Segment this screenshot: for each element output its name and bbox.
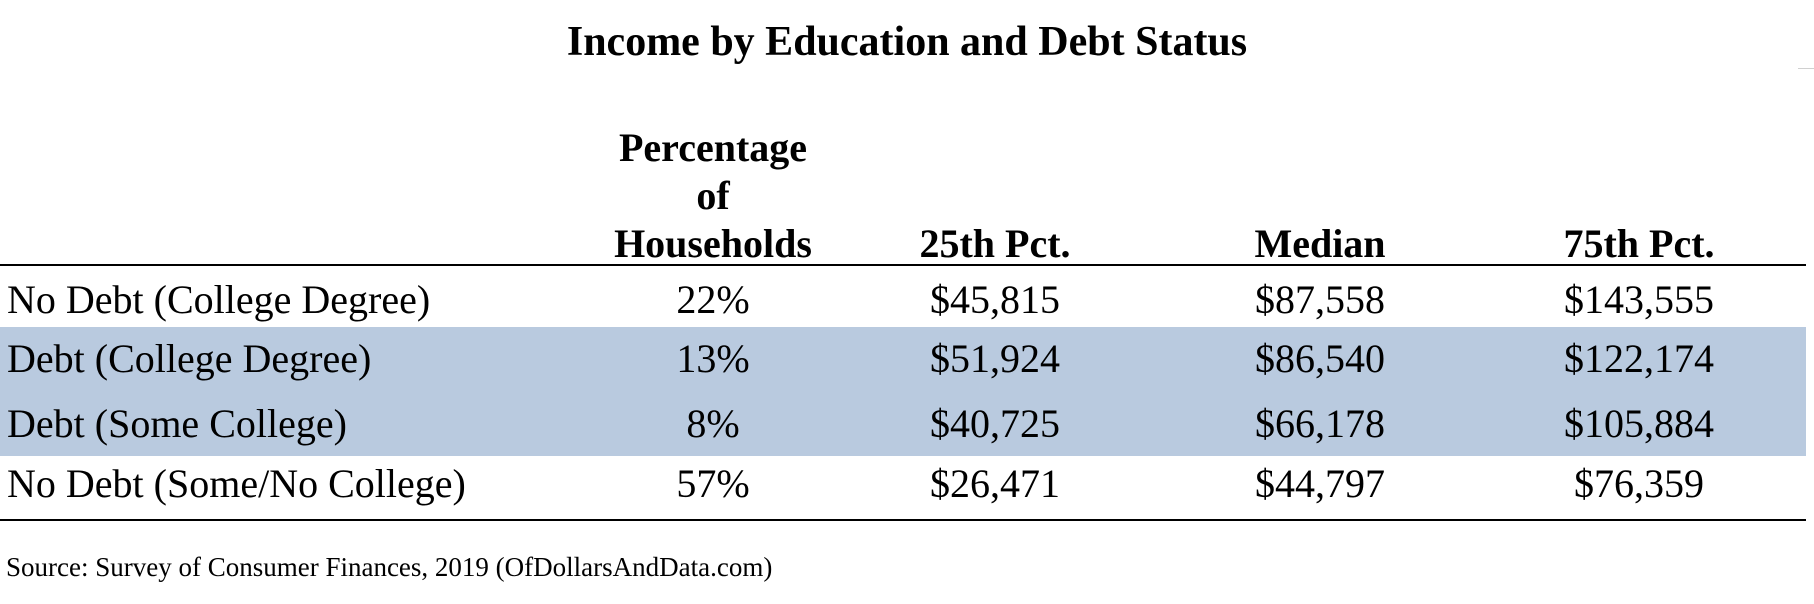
table-cell: $66,178: [1255, 401, 1385, 446]
table-cell: $26,471: [930, 461, 1060, 506]
table-cell: $51,924: [930, 336, 1060, 381]
table-cell: 22%: [676, 277, 750, 322]
table-cell: $40,725: [930, 401, 1060, 446]
column-header-25th-pct: 25th Pct.: [880, 118, 1110, 268]
header-rule: [0, 264, 1806, 266]
source-note: Source: Survey of Consumer Finances, 201…: [6, 552, 773, 582]
table-cell: 13%: [676, 336, 750, 381]
row-label: No Debt (Some/No College): [7, 461, 466, 506]
column-header-line: of: [696, 173, 730, 218]
table-cell: $122,174: [1564, 336, 1714, 381]
column-header-line: Percentage: [618, 125, 808, 170]
table-cell: $87,558: [1255, 277, 1385, 322]
bottom-rule: [0, 519, 1806, 521]
table-row: No Debt (College Degree) 22% $45,815 $87,55…: [0, 272, 1806, 328]
row-label: No Debt (College Degree): [7, 277, 431, 322]
column-header-text: 25th Pct.: [919, 221, 1071, 266]
column-header-median: Median: [1205, 118, 1435, 268]
table-cell: $143,555: [1564, 277, 1714, 322]
row-label: Debt (Some College): [7, 401, 347, 446]
table-cell: 57%: [676, 461, 750, 506]
chart-title: Income by Education and Debt Status: [566, 19, 1248, 65]
table-row: Debt (Some College) 8% $40,725 $66,178 $105,…: [0, 391, 1806, 456]
table-row: Debt (College Degree) 13% $51,924 $86,540 $1…: [0, 327, 1806, 391]
column-header-percentage-of-households: Percentage of Households: [588, 118, 838, 268]
column-header-text: 75th Pct.: [1563, 221, 1715, 266]
table-cell: $76,359: [1574, 461, 1704, 506]
column-header-text: Percentage of Households: [614, 124, 812, 268]
table-cell: $105,884: [1564, 401, 1714, 446]
table-cell: $45,815: [930, 277, 1060, 322]
column-header-line: Households: [614, 221, 812, 266]
column-header-text: Median: [1254, 221, 1386, 266]
column-header-75th-pct: 75th Pct.: [1524, 118, 1754, 268]
table-row: No Debt (Some/No College) 57% $26,471 $44,7…: [0, 456, 1806, 512]
table-cell: $44,797: [1255, 461, 1385, 506]
table-cell: $86,540: [1255, 336, 1385, 381]
row-label: Debt (College Degree): [7, 336, 372, 381]
edge-divider: [1798, 68, 1814, 69]
table-cell: 8%: [686, 401, 740, 446]
